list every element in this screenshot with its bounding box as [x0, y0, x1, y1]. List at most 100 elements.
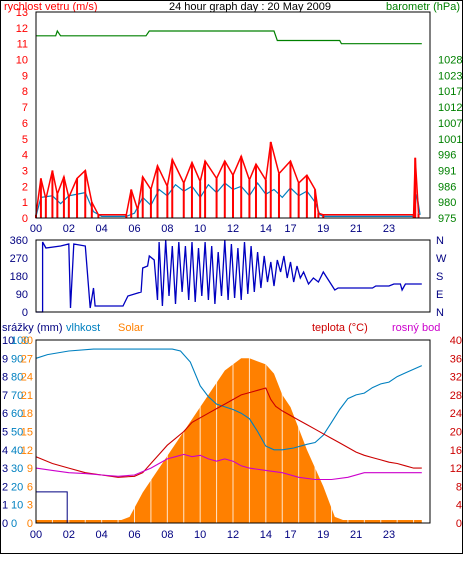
direction-tick-label: 180 [10, 271, 28, 283]
barometer-axis-title: barometr (hPa) [386, 1, 460, 13]
solar-area [36, 358, 422, 523]
humidity-header: vlhkost [66, 322, 100, 334]
compass-label: E [436, 289, 443, 301]
humidity-tick-label: 20 [11, 481, 23, 493]
precip-header: srážky (mm) [2, 322, 63, 334]
temperature-tick-label: 4 [456, 500, 462, 512]
x-tick-label: 00 [30, 529, 42, 541]
pressure-tick-label: 1012 [438, 102, 462, 114]
x-tick-label: 17 [284, 223, 296, 235]
x-tick-label: 14 [260, 223, 272, 235]
direction-tick-label: 270 [10, 253, 28, 265]
x-tick-label: 02 [63, 223, 75, 235]
temperature-line [35, 387, 422, 478]
pressure-tick-label: 991 [438, 165, 456, 177]
solar-tick-label: 18 [21, 408, 33, 420]
precip-tick-label: 3 [2, 463, 8, 475]
solar-tick-label: 0 [27, 518, 33, 530]
x-tick-label: 14 [260, 529, 272, 541]
solar-tick-label: 15 [21, 427, 33, 439]
wind-tick-label: 7 [22, 102, 28, 114]
x-tick-label: 21 [350, 529, 362, 541]
dewpoint-line [35, 453, 422, 481]
x-tick-label: 08 [161, 529, 173, 541]
wind-tick-label: 1 [22, 197, 28, 209]
humidity-tick-label: 50 [11, 427, 23, 439]
x-tick-label: 02 [63, 529, 75, 541]
x-tick-label: 23 [383, 529, 395, 541]
compass-label: N [436, 235, 444, 247]
panel-3-border [35, 339, 431, 524]
x-tick-label: 23 [383, 223, 395, 235]
pressure-tick-label: 975 [438, 213, 456, 225]
wind-tick-label: 0 [22, 213, 28, 225]
x-tick-label: 10 [194, 223, 206, 235]
dewpoint-header: rosný bod [392, 322, 440, 334]
solar-tick-label: 21 [21, 390, 33, 402]
solar-tick-label: 30 [21, 335, 33, 347]
wind-tick-label: 11 [17, 39, 28, 51]
precip-tick-label: 4 [2, 445, 8, 457]
x-tick-label: 10 [194, 529, 206, 541]
x-tick-label: 06 [128, 223, 140, 235]
temperature-tick-label: 28 [450, 390, 462, 402]
panel-2-border [35, 239, 431, 313]
humidity-tick-label: 90 [11, 353, 23, 365]
pressure-tick-label: 1028 [438, 55, 462, 67]
wind-gust-line [35, 141, 420, 216]
wind-tick-label: 13 [16, 7, 28, 19]
graph-frame [0, 0, 463, 554]
solar-tick-label: 27 [21, 353, 33, 365]
pressure-tick-label: 1001 [438, 134, 462, 146]
humidity-tick-label: 30 [11, 463, 23, 475]
precip-tick-label: 9 [2, 353, 8, 365]
x-tick-label: 21 [350, 223, 362, 235]
solar-tick-label: 24 [21, 372, 33, 384]
precip-tick-label: 10 [2, 335, 14, 347]
compass-label: S [436, 271, 443, 283]
precip-tick-label: 5 [2, 427, 8, 439]
wind-tick-label: 4 [22, 150, 28, 162]
pressure-tick-label: 1007 [438, 118, 462, 130]
x-tick-label: 08 [161, 223, 173, 235]
x-tick-label: 00 [30, 223, 42, 235]
wind-tick-label: 8 [22, 86, 28, 98]
solar-tick-label: 6 [27, 481, 33, 493]
humidity-tick-label: 40 [11, 445, 23, 457]
x-tick-label: 04 [96, 529, 108, 541]
precip-tick-label: 2 [2, 481, 8, 493]
precip-tick-label: 7 [2, 390, 8, 402]
temperature-tick-label: 32 [450, 372, 462, 384]
precip-tick-label: 6 [2, 408, 8, 420]
x-tick-label: 12 [227, 529, 239, 541]
temperature-tick-label: 12 [450, 463, 462, 475]
pressure-tick-label: 1017 [438, 86, 462, 98]
humidity-line [35, 348, 423, 451]
direction-tick-label: 360 [10, 235, 28, 247]
temperature-tick-label: 40 [450, 335, 462, 347]
temperature-tick-label: 36 [450, 353, 462, 365]
temperature-tick-label: 16 [450, 445, 462, 457]
direction-tick-label: 90 [16, 289, 28, 301]
x-tick-label: 06 [128, 529, 140, 541]
humidity-tick-label: 100 [11, 335, 29, 347]
solar-tick-label: 12 [21, 445, 33, 457]
compass-label: W [436, 253, 447, 265]
pressure-tick-label: 986 [438, 181, 456, 193]
wind-tick-label: 12 [16, 23, 28, 35]
x-tick-label: 04 [96, 223, 108, 235]
precip-tick-label: 0 [2, 518, 8, 530]
temperature-tick-label: 20 [450, 427, 462, 439]
chart-title: 24 hour graph day : 20 May 2009 [169, 1, 331, 13]
pressure-tick-label: 1023 [438, 70, 462, 82]
x-tick-label: 17 [284, 529, 296, 541]
temperature-header: teplota (°C) [312, 322, 368, 334]
temperature-tick-label: 0 [456, 518, 462, 530]
x-tick-label: 19 [317, 223, 329, 235]
humidity-tick-label: 70 [11, 390, 23, 402]
wind-speed-axis-title: rychlost vetru (m/s) [4, 1, 98, 13]
wind-tick-label: 6 [22, 118, 28, 130]
temperature-tick-label: 24 [450, 408, 462, 420]
humidity-tick-label: 10 [11, 500, 23, 512]
